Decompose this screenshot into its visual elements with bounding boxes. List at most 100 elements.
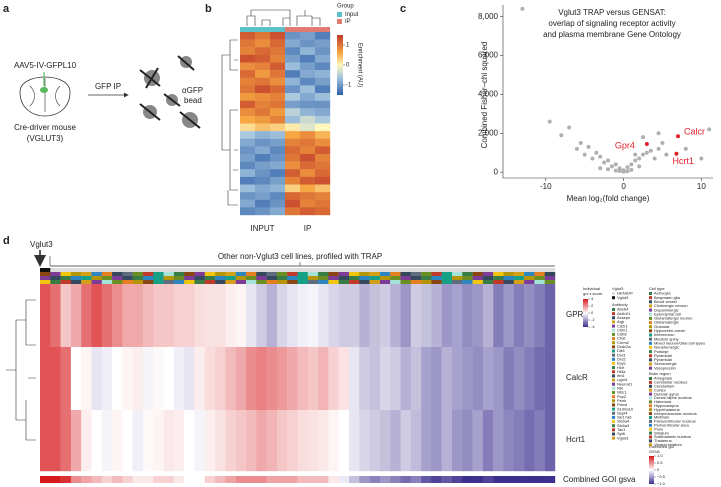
colorbar-tick-label: 4 [591, 296, 594, 301]
point [637, 156, 642, 161]
heatmap-cell [240, 77, 256, 86]
colorbar [337, 35, 343, 95]
heatmap-cell [379, 347, 391, 411]
heatmap-cell [421, 347, 432, 411]
heatmap-cell [276, 410, 288, 472]
legend-swatch [649, 308, 652, 312]
heatmap-cell [163, 284, 175, 348]
annotation-cell [482, 280, 494, 284]
group-swatch [337, 12, 342, 17]
legend-swatch [649, 300, 652, 304]
legend-swatch [612, 357, 615, 361]
annotation-cell [307, 280, 319, 284]
y-tick-label: 4,000 [478, 90, 499, 99]
colorbar-tick-label: 0.5 [657, 460, 663, 465]
heatmap-cell [256, 284, 267, 348]
annotation-cell [215, 272, 226, 276]
annotation-cell [482, 276, 494, 280]
annotation-cell [410, 272, 422, 276]
heatmap-cell [163, 347, 175, 411]
point [617, 169, 622, 174]
heatmap-cell [240, 32, 256, 40]
annotation-cell [369, 272, 381, 276]
point [621, 169, 626, 174]
point [559, 133, 564, 138]
panel-a [19, 55, 201, 129]
annotation-cell [153, 268, 164, 272]
heatmap-cell [81, 347, 92, 411]
annotation-cell [276, 272, 288, 276]
gsva-cell [256, 476, 267, 483]
heatmap-cell [534, 284, 545, 348]
annotation-cell [256, 268, 267, 272]
heatmap-cell [300, 77, 316, 86]
annotation-cell [390, 268, 401, 272]
legend-label: Aqp [617, 319, 625, 324]
annotation-cell [122, 272, 133, 276]
heatmap-cell [81, 284, 92, 348]
legend-label: Chrm2 [617, 340, 630, 345]
heatmap-cell [143, 347, 154, 411]
legend-label: Glutamatergic neuron [654, 316, 692, 321]
legend-label: Mixed neuron/Glial cell types [654, 340, 705, 345]
gsva-cell [318, 476, 329, 483]
virus-label: AAV5-IV-GFPL10 [14, 61, 77, 70]
gsva-cell [91, 476, 102, 483]
annotation-cell [173, 272, 185, 276]
legend-label: Penk [617, 398, 626, 403]
gsva-cell [122, 476, 133, 483]
gsva-cell [101, 476, 113, 483]
heatmap-cell [285, 123, 301, 132]
heatmap-cell [240, 123, 256, 132]
annotation-cell [318, 272, 329, 276]
heatmap-cell [270, 176, 286, 185]
legend-swatch [612, 349, 615, 353]
point [656, 146, 661, 151]
annotation-cell [400, 272, 411, 276]
annotation-cell [173, 276, 185, 280]
heatmap-cell [285, 161, 301, 170]
point [613, 168, 618, 173]
heatmap-cell [285, 176, 301, 185]
annotation-cell [81, 272, 92, 276]
heatmap-cell [328, 410, 339, 472]
heatmap-cell [300, 85, 316, 94]
heatmap-cell [101, 410, 113, 472]
annotation-cell [390, 276, 401, 280]
legend-swatch [612, 324, 615, 328]
column-dendrogram [49, 256, 301, 266]
annotation-cell [369, 276, 381, 280]
annotation-cell [235, 276, 247, 280]
legend-label: Midbrain [654, 415, 669, 420]
gsva-cell [359, 476, 370, 483]
heatmap-cell [315, 77, 331, 86]
annotation-cell [410, 280, 422, 284]
group-legend-label: Input [345, 12, 359, 18]
heatmap-cell [240, 184, 256, 193]
heatmap-cell [472, 284, 484, 348]
point [664, 152, 669, 157]
gsva-cell [493, 476, 504, 483]
point [625, 169, 630, 174]
legend-title: GSVA [649, 449, 660, 454]
legend-title: Combined goi [649, 444, 674, 449]
legend-swatch [612, 407, 615, 411]
annotation-cell [204, 280, 216, 284]
annotation-cell [441, 272, 453, 276]
heatmap-cell [315, 146, 331, 155]
row-label: CalcR [566, 373, 588, 382]
annotation-cell [173, 280, 185, 284]
legend-swatch [612, 341, 615, 345]
heatmap-cell [300, 70, 316, 78]
point [625, 165, 630, 170]
heatmap-cell [194, 410, 205, 472]
gsva-cell [544, 476, 556, 483]
legend-label: Ependymal cell [654, 311, 681, 316]
annotation-cell [276, 268, 288, 272]
annotation-cell [91, 280, 102, 284]
heatmap-cell [472, 347, 484, 411]
heatmap-cell [163, 410, 175, 472]
heatmap-cell [300, 32, 316, 40]
annotation-cell [153, 272, 164, 276]
legend-label: Interpeduncular nucleus [654, 411, 697, 416]
